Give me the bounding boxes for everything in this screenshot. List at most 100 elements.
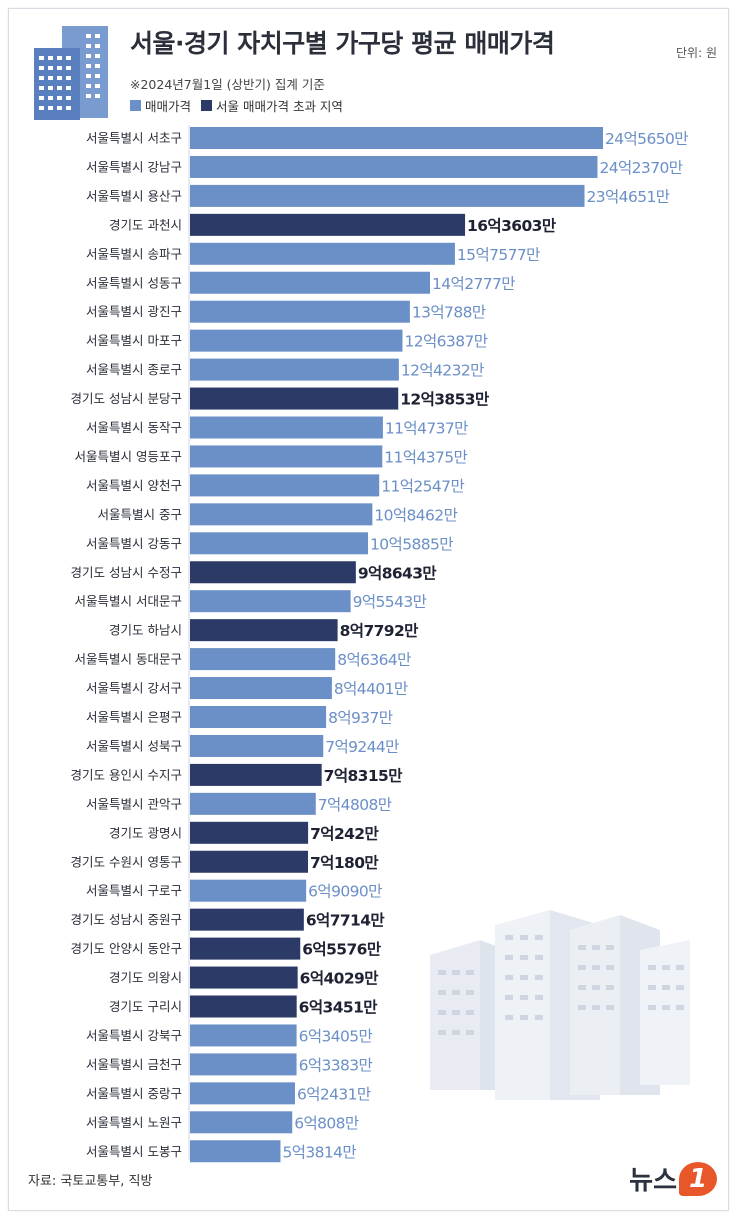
value-label: 12억4232만	[401, 362, 484, 380]
apartment-building-icon	[34, 26, 108, 120]
news1-logo: 뉴스 1	[629, 1160, 717, 1197]
category-label: 서울특별시 구로구	[86, 883, 182, 898]
legend-label-seoul: 매매가격	[145, 99, 192, 114]
category-label: 경기도 수원시 영통구	[71, 854, 182, 869]
bar-exceed	[190, 763, 322, 786]
value-label: 24억5650만	[605, 130, 688, 148]
category-label: 경기도 구리시	[109, 999, 182, 1014]
bar-exceed	[190, 387, 399, 410]
page-title: 서울·경기 자치구별 가구당 평균 매매가격	[130, 29, 555, 58]
legend-label-exceed: 서울 매매가격 초과 지역	[216, 99, 343, 114]
bar-exceed	[190, 937, 301, 960]
bar-exceed	[190, 850, 308, 873]
value-label: 6억9090만	[308, 883, 382, 901]
value-label: 6억808만	[294, 1114, 359, 1132]
bar-seoul	[190, 590, 351, 613]
category-label: 서울특별시 성동구	[86, 275, 182, 290]
category-label: 서울특별시 양천구	[86, 478, 182, 493]
value-label: 10억5885만	[370, 535, 453, 553]
value-label: 12억3853만	[400, 390, 490, 409]
category-label: 서울특별시 동대문구	[75, 652, 182, 667]
value-label: 8억7792만	[340, 621, 420, 640]
value-label: 7억242만	[310, 824, 379, 843]
value-label: 11억4375만	[384, 448, 467, 466]
unit-label: 단위: 원	[676, 46, 717, 60]
bar-exceed	[190, 995, 297, 1018]
chart-legend: 매매가격 서울 매매가격 초과 지역	[130, 96, 343, 115]
category-label: 서울특별시 강북구	[86, 1028, 182, 1043]
bar-seoul	[190, 1024, 297, 1047]
category-label: 서울특별시 금천구	[86, 1057, 182, 1072]
bar-seoul	[190, 503, 373, 526]
value-label: 6억2431만	[297, 1085, 371, 1103]
category-label: 경기도 성남시 분당구	[71, 391, 182, 406]
category-label: 경기도 하남시	[109, 623, 182, 638]
legend-swatch-seoul	[130, 100, 141, 111]
bar-exceed	[190, 821, 309, 844]
bar-seoul	[190, 677, 332, 700]
value-label: 16억3603만	[467, 216, 557, 235]
value-label: 6억5576만	[302, 940, 382, 959]
value-label: 6억7714만	[306, 911, 386, 930]
bar-seoul	[190, 706, 327, 728]
value-label: 7억180만	[310, 853, 379, 872]
category-label: 서울특별시 은평구	[86, 710, 182, 725]
bar-seoul	[190, 329, 403, 352]
source-note: 자료: 국토교통부, 직방	[28, 1174, 153, 1189]
value-label: 11억4737만	[385, 420, 468, 438]
bar-seoul	[190, 648, 336, 671]
category-label: 서울특별시 관악구	[86, 796, 182, 811]
value-label: 6억4029만	[300, 969, 380, 988]
category-label: 서울특별시 중구	[98, 507, 182, 522]
value-label: 9억5543만	[353, 593, 427, 611]
bar-exceed	[190, 213, 466, 236]
apartment-complex-illustration	[430, 910, 690, 1100]
category-label: 서울특별시 강동구	[86, 536, 182, 551]
bar-exceed	[190, 966, 298, 989]
value-label: 7억9244만	[325, 738, 399, 756]
category-label: 경기도 성남시 수정구	[71, 565, 182, 580]
category-label: 서울특별시 성북구	[86, 738, 182, 753]
bar-seoul	[190, 184, 585, 207]
legend-item-exceed: 서울 매매가격 초과 지역	[201, 96, 343, 115]
bar-seoul	[190, 532, 369, 555]
value-label: 7억4808만	[318, 796, 392, 814]
value-label: 6억3405만	[299, 1027, 373, 1045]
bar-seoul	[190, 734, 324, 757]
value-label: 9억8643만	[358, 563, 438, 582]
value-label: 8억937만	[328, 709, 393, 727]
category-label: 서울특별시 강남구	[86, 159, 182, 174]
value-label: 15억7577만	[457, 246, 540, 264]
category-label: 서울특별시 도봉구	[86, 1144, 182, 1159]
value-label: 8억4401만	[334, 680, 408, 698]
category-label: 서울특별시 강서구	[86, 681, 182, 696]
bar-seoul	[190, 1140, 281, 1163]
category-label: 서울특별시 종로구	[86, 362, 182, 377]
category-label: 경기도 과천시	[109, 217, 182, 232]
legend-item-seoul: 매매가격	[130, 96, 191, 115]
category-label: 서울특별시 광진구	[86, 304, 182, 319]
value-label: 6억3383만	[299, 1056, 373, 1074]
category-label: 서울특별시 용산구	[86, 188, 182, 203]
category-label: 서울특별시 마포구	[86, 333, 182, 348]
category-label: 경기도 광명시	[109, 825, 182, 840]
bar-seoul	[190, 300, 410, 323]
logo-badge-icon: 1	[679, 1161, 717, 1196]
value-label: 24억2370만	[599, 159, 682, 177]
value-label: 13억788만	[412, 304, 486, 322]
bar-seoul	[190, 879, 307, 902]
bar-seoul	[190, 1111, 293, 1134]
chart-subtitle: ※2024년7월1일 (상반기) 집계 기준	[130, 77, 325, 92]
value-label: 6억3451만	[299, 998, 379, 1017]
value-label: 14억2777만	[432, 275, 515, 293]
value-label: 12억6387만	[404, 333, 487, 351]
category-label: 서울특별시 노원구	[86, 1115, 182, 1130]
bar-seoul	[190, 416, 383, 439]
category-label: 경기도 안양시 동안구	[71, 941, 182, 956]
value-label: 5억3814만	[282, 1143, 356, 1161]
legend-swatch-exceed	[201, 100, 213, 111]
bar-seoul	[190, 792, 316, 815]
category-label: 서울특별시 서대문구	[75, 594, 182, 609]
